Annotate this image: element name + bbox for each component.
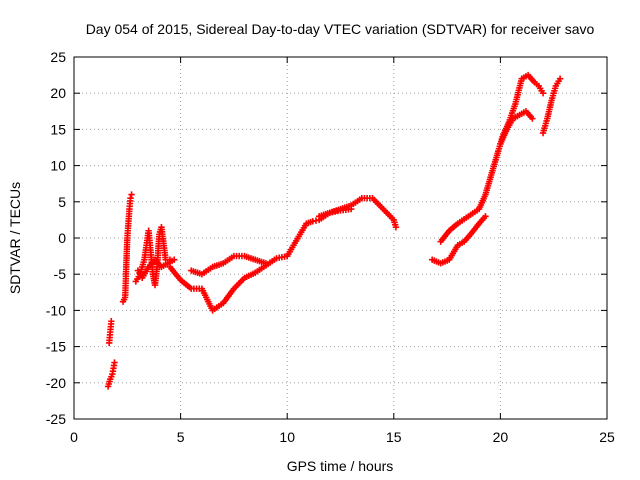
y-axis-label: SDTVAR / TECUs bbox=[7, 182, 23, 294]
y-tick-label: 5 bbox=[58, 194, 66, 210]
data-point bbox=[347, 205, 355, 213]
y-tick-label: -20 bbox=[46, 375, 66, 391]
y-tick-label: -10 bbox=[46, 302, 66, 318]
data-point bbox=[108, 318, 115, 325]
axis-ticks: 0 5 10 15 20 25 -25 -20 -15 -10 -5 0 5 10 15 20 25 bbox=[46, 49, 615, 445]
x-tick-label: 25 bbox=[599, 429, 615, 445]
y-tick-label: 15 bbox=[50, 121, 66, 137]
y-tick-label: 20 bbox=[50, 85, 66, 101]
data-point bbox=[127, 194, 134, 202]
y-tick-label: -25 bbox=[46, 411, 66, 427]
data-point bbox=[482, 213, 489, 220]
y-tick-label: -5 bbox=[54, 266, 67, 282]
data-point bbox=[111, 359, 118, 366]
chart-title: Day 054 of 2015, Sidereal Day-to-day VTE… bbox=[86, 21, 595, 37]
y-tick-label: 25 bbox=[50, 49, 66, 65]
data-point bbox=[556, 75, 564, 82]
x-axis-label: GPS time / hours bbox=[287, 458, 394, 474]
y-tick-label: 10 bbox=[50, 158, 66, 174]
plot-frame bbox=[73, 56, 608, 420]
x-tick-label: 5 bbox=[177, 429, 185, 445]
x-tick-label: 10 bbox=[279, 429, 295, 445]
y-tick-label: 0 bbox=[58, 230, 66, 246]
data-point bbox=[128, 191, 135, 198]
data-point bbox=[529, 115, 536, 122]
data-point bbox=[392, 223, 400, 231]
x-tick-label: 0 bbox=[70, 429, 78, 445]
y-tick-label: -15 bbox=[46, 339, 66, 355]
data-point bbox=[539, 90, 547, 97]
data-point bbox=[262, 260, 270, 267]
x-tick-label: 15 bbox=[386, 429, 402, 445]
data-points bbox=[104, 71, 564, 390]
x-tick-label: 20 bbox=[493, 429, 509, 445]
data-point bbox=[171, 256, 178, 263]
